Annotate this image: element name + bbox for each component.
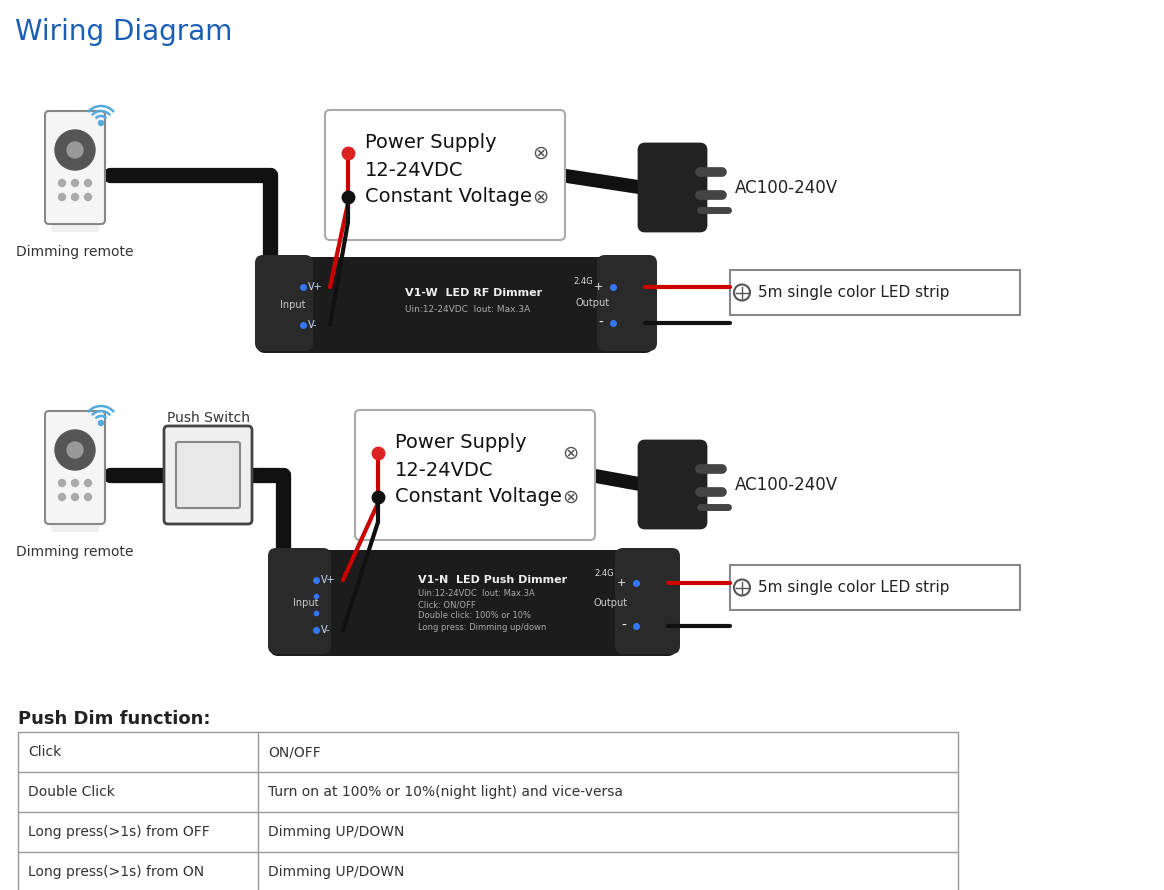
Text: 5m single color LED strip: 5m single color LED strip [758,580,950,595]
Text: -: - [598,316,603,330]
FancyBboxPatch shape [176,442,240,508]
Circle shape [71,493,78,500]
FancyBboxPatch shape [257,257,653,353]
Circle shape [55,130,95,170]
FancyBboxPatch shape [51,520,99,532]
Circle shape [85,193,92,200]
Circle shape [58,180,65,187]
Circle shape [55,430,95,470]
Text: Constant Voltage: Constant Voltage [395,488,562,506]
Circle shape [85,480,92,487]
Text: Double click: 100% or 10%: Double click: 100% or 10% [418,611,531,620]
Text: V1-N  LED Push Dimmer: V1-N LED Push Dimmer [418,575,567,585]
Text: +: + [617,578,626,588]
Text: Click: ON/OFF: Click: ON/OFF [418,601,476,610]
Text: V1-W  LED RF Dimmer: V1-W LED RF Dimmer [405,288,542,298]
Text: V+: V+ [321,575,335,585]
Text: ⊗: ⊗ [562,443,579,463]
FancyBboxPatch shape [268,548,331,654]
Circle shape [99,120,104,125]
FancyBboxPatch shape [597,255,656,351]
Text: V-: V- [321,625,331,635]
Circle shape [68,442,83,458]
FancyBboxPatch shape [45,411,105,524]
Circle shape [71,193,78,200]
FancyBboxPatch shape [45,111,105,224]
Text: +: + [594,282,603,292]
FancyBboxPatch shape [164,426,251,524]
Circle shape [58,493,65,500]
Text: AC100-240V: AC100-240V [734,476,838,494]
Text: ON/OFF: ON/OFF [268,745,321,759]
Circle shape [58,193,65,200]
Circle shape [99,420,104,425]
Text: ⊗: ⊗ [532,188,548,206]
Circle shape [58,480,65,487]
Text: -: - [622,619,626,633]
Text: Push Switch: Push Switch [166,411,249,425]
Text: AC100-240V: AC100-240V [734,179,838,197]
Text: Power Supply: Power Supply [395,433,526,452]
Circle shape [68,142,83,158]
Text: Constant Voltage: Constant Voltage [365,188,532,206]
FancyBboxPatch shape [51,220,99,232]
Text: Power Supply: Power Supply [365,134,497,152]
Bar [17,732,958,890]
Text: Dimming remote: Dimming remote [16,245,134,259]
Text: Push Dim function:: Push Dim function: [17,710,211,728]
Text: Turn on at 100% or 10%(night light) and vice-versa: Turn on at 100% or 10%(night light) and … [268,785,623,799]
Circle shape [85,180,92,187]
Text: V+: V+ [308,282,322,292]
Text: Dimming remote: Dimming remote [16,545,134,559]
Text: Uin:12-24VDC  Iout: Max.3A: Uin:12-24VDC Iout: Max.3A [405,305,531,314]
Text: Wiring Diagram: Wiring Diagram [15,18,233,46]
Text: 2.4G: 2.4G [594,570,613,578]
Text: 12-24VDC: 12-24VDC [395,460,494,480]
Text: Dimming UP/DOWN: Dimming UP/DOWN [268,865,404,879]
Text: Input: Input [281,300,305,310]
Text: Click: Click [28,745,62,759]
Text: ⊗: ⊗ [562,488,579,506]
FancyBboxPatch shape [639,441,707,528]
Text: Input: Input [293,598,319,608]
Text: Long press(>1s) from OFF: Long press(>1s) from OFF [28,825,210,839]
Text: Double Click: Double Click [28,785,115,799]
Circle shape [71,480,78,487]
Circle shape [85,493,92,500]
Text: Long press(>1s) from ON: Long press(>1s) from ON [28,865,204,879]
FancyBboxPatch shape [615,548,680,654]
FancyBboxPatch shape [639,144,707,231]
Text: 12-24VDC: 12-24VDC [365,160,463,180]
Text: ⊗: ⊗ [532,143,548,163]
Text: 5m single color LED strip: 5m single color LED strip [758,285,950,300]
FancyBboxPatch shape [355,410,595,540]
Text: 2.4G: 2.4G [573,277,592,286]
Bar [730,565,1020,610]
FancyBboxPatch shape [255,255,313,351]
Text: Output: Output [575,298,609,308]
Text: Uin:12-24VDC  Iout: Max.3A: Uin:12-24VDC Iout: Max.3A [418,588,534,597]
Text: Long press: Dimming up/down: Long press: Dimming up/down [418,622,546,632]
Circle shape [71,180,78,187]
Text: Dimming UP/DOWN: Dimming UP/DOWN [268,825,404,839]
FancyBboxPatch shape [270,550,676,656]
Text: Output: Output [592,598,627,608]
FancyBboxPatch shape [325,110,565,240]
Bar [730,270,1020,315]
Text: V-: V- [308,320,318,330]
